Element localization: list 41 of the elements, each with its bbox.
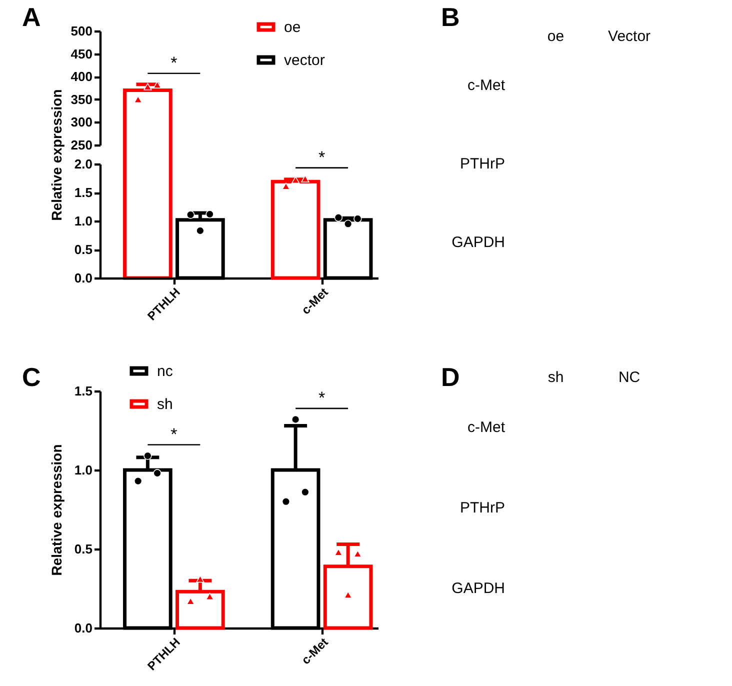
y-tick-label: 0.0 bbox=[74, 270, 92, 286]
legend-label: nc bbox=[157, 363, 174, 380]
y-tick-label: 350 bbox=[70, 92, 92, 107]
annotation: * bbox=[170, 53, 178, 72]
category-label: GAPDH bbox=[452, 580, 505, 597]
y-tick-label: 1.0 bbox=[74, 462, 92, 478]
category-label: c-Met bbox=[468, 419, 505, 436]
category-label: c-Met bbox=[468, 77, 505, 94]
y-tick-label: 0.5 bbox=[74, 542, 92, 556]
category-label: sh bbox=[548, 369, 564, 386]
category-label: oe bbox=[547, 28, 564, 45]
legend-label: sh bbox=[157, 396, 173, 413]
y-tick-label: 400 bbox=[70, 69, 92, 84]
text: B bbox=[441, 2, 460, 32]
category-label: Vector bbox=[608, 28, 651, 45]
point bbox=[144, 83, 152, 90]
annotation: * bbox=[318, 388, 326, 408]
y-tick-label: 300 bbox=[70, 114, 92, 130]
y-axis-title: Relative expression bbox=[48, 89, 64, 221]
point bbox=[153, 81, 162, 88]
text: D bbox=[441, 362, 460, 392]
y-axis-title: Relative expression bbox=[48, 444, 64, 576]
category-label: PTHrP bbox=[460, 500, 505, 516]
legend-label: vector bbox=[284, 52, 325, 69]
category-label: GAPDH bbox=[452, 234, 505, 251]
annotation: * bbox=[318, 148, 326, 167]
chart-title: C bbox=[22, 362, 41, 392]
y-tick-label: 500 bbox=[70, 24, 92, 38]
annotation: * bbox=[170, 424, 178, 444]
legend-label: oe bbox=[284, 19, 301, 36]
y-tick-label: 0.5 bbox=[74, 242, 92, 257]
y-tick-label: 2.0 bbox=[74, 156, 92, 172]
category-label: NC bbox=[618, 369, 640, 386]
category-label: PTHrP bbox=[460, 156, 505, 172]
y-tick-label: 0.0 bbox=[74, 620, 92, 636]
y-tick-label: 1.5 bbox=[74, 384, 92, 398]
chart-title: A bbox=[22, 2, 41, 32]
y-tick-label: 1.0 bbox=[74, 214, 92, 228]
y-tick-label: 250 bbox=[70, 138, 92, 152]
y-tick-label: 1.5 bbox=[74, 185, 92, 200]
y-tick-label: 450 bbox=[70, 46, 92, 62]
